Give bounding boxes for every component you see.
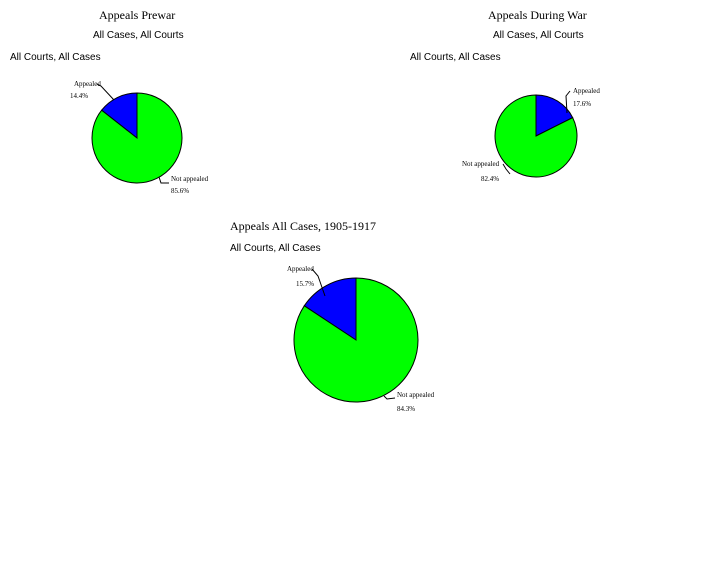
slice-label-appealed-all: Appealed <box>287 265 314 273</box>
pie-slice-not-appealed-all <box>293 277 419 403</box>
pie-slice-appealed-all <box>303 277 357 341</box>
chart-caption-war: All Courts, All Cases <box>410 52 501 63</box>
slice-label-notappealed-war: Not appealed <box>462 160 500 168</box>
chart-title-prewar: Appeals Prewar <box>99 8 176 22</box>
leader-line-not-appealed-prewar <box>158 176 169 184</box>
slice-label-appealed-prewar: Appealed <box>74 80 101 88</box>
chart-caption-prewar: All Courts, All Cases <box>10 52 101 63</box>
slice-pct-appealed-prewar: 14.4% <box>70 92 89 100</box>
slice-pct-appealed-war: 17.6% <box>573 100 592 108</box>
chart-title-war: Appeals During War <box>488 8 587 22</box>
leader-line-appealed-all <box>311 268 326 297</box>
slice-label-appealed-war: Appealed <box>573 87 600 95</box>
pie-slice-not-appealed-prewar <box>91 92 183 184</box>
slice-label-notappealed-all: Not appealed <box>397 391 435 399</box>
pie-slice-appealed-war <box>535 94 574 137</box>
pie-slice-not-appealed-war <box>494 94 578 178</box>
slice-pct-appealed-all: 15.7% <box>296 280 315 288</box>
chart-title-all: Appeals All Cases, 1905-1917 <box>230 219 376 233</box>
leader-line-not-appealed-all <box>383 395 396 400</box>
chart-subtitle-war: All Cases, All Courts <box>493 30 584 41</box>
slice-label-notappealed-prewar: Not appealed <box>171 175 209 183</box>
chart-caption-all: All Courts, All Cases <box>230 243 321 254</box>
slice-pct-notappealed-prewar: 85.6% <box>171 187 190 195</box>
leader-line-appealed-war <box>565 90 571 114</box>
slice-pct-notappealed-war: 82.4% <box>481 175 500 183</box>
leader-line-appealed-prewar <box>96 83 115 101</box>
chart-subtitle-prewar: All Cases, All Courts <box>93 30 184 41</box>
leader-line-not-appealed-war <box>502 163 511 175</box>
slice-pct-notappealed-all: 84.3% <box>397 405 416 413</box>
